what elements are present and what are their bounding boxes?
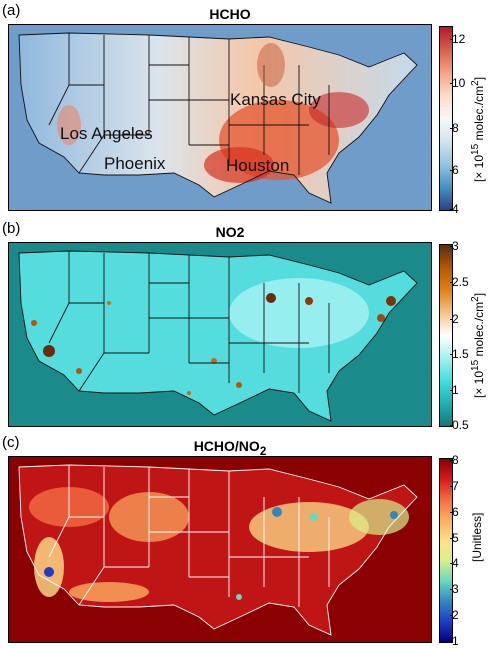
colorbar bbox=[439, 26, 453, 211]
colorbar-ticks: 3 2.5 2 1.5 1 0.5 bbox=[450, 239, 482, 432]
panel-no2: (b) NO2 bbox=[0, 218, 500, 432]
panel-title: HCHO/NO2 bbox=[193, 438, 267, 458]
tick-label: 3 bbox=[450, 238, 459, 253]
tick-label: 8 bbox=[450, 120, 459, 135]
city-label-phoenix: Phoenix bbox=[104, 154, 166, 173]
panel-label: (c) bbox=[2, 434, 20, 451]
colorbar-ticks: 12 10 8 6 4 bbox=[449, 26, 482, 216]
ratio-patches bbox=[29, 487, 409, 602]
tick-label: 2 bbox=[450, 312, 459, 327]
tick-label: 4 bbox=[450, 556, 459, 571]
city-label-houston: Houston bbox=[226, 156, 290, 175]
panel-ratio: (c) HCHO/NO2 bbox=[0, 432, 500, 648]
state-borders bbox=[18, 32, 418, 204]
state-borders bbox=[18, 464, 418, 636]
panel-hcho: (a) HCHO Kansas City bbox=[0, 0, 500, 216]
tick-label: 6 bbox=[450, 163, 459, 178]
tick-label: 5 bbox=[450, 530, 459, 545]
colorbar-ticks: 8 7 6 5 4 3 2 1 bbox=[450, 453, 482, 648]
hotspot-california bbox=[57, 105, 81, 145]
tick-label: 7 bbox=[450, 478, 459, 493]
ratio-map-svg bbox=[9, 457, 431, 642]
colorbar-unit: [× 1015 molec./cm2] bbox=[470, 292, 486, 398]
tick-label: 6 bbox=[450, 504, 459, 519]
tick-label: 12 bbox=[449, 31, 466, 46]
panel-title: NO2 bbox=[215, 224, 245, 240]
city-label-los-angeles: Los Angeles bbox=[60, 124, 153, 143]
colorbar-unit: [Unitless] bbox=[470, 512, 484, 562]
ratio-map bbox=[8, 456, 432, 643]
panel-label: (b) bbox=[2, 220, 21, 237]
panel-label: (a) bbox=[2, 2, 21, 19]
tick-label: 0.5 bbox=[450, 418, 469, 433]
tick-label: 1 bbox=[450, 383, 459, 398]
colorbar-unit: [× 1015 molec./cm2] bbox=[470, 76, 486, 182]
tick-label: 1.5 bbox=[450, 346, 469, 361]
no2-map bbox=[8, 242, 432, 427]
hotspot-east bbox=[309, 92, 369, 128]
tick-label: 1 bbox=[450, 634, 459, 648]
tick-label: 2 bbox=[450, 608, 459, 623]
colorbar bbox=[439, 458, 453, 643]
hcho-map-svg bbox=[9, 25, 431, 210]
tick-label: 3 bbox=[450, 582, 459, 597]
state-borders bbox=[18, 250, 418, 422]
city-label-kansas-city: Kansas City bbox=[230, 90, 321, 109]
tick-label: 10 bbox=[449, 76, 466, 91]
hotspot-texas bbox=[204, 147, 274, 183]
tick-label: 8 bbox=[450, 452, 459, 467]
tick-label: 4 bbox=[450, 202, 459, 217]
hcho-map bbox=[8, 24, 432, 211]
panel-title: HCHO bbox=[209, 6, 251, 22]
emission-hotspots bbox=[31, 293, 396, 395]
great-lakes-region bbox=[257, 43, 285, 87]
colorbar bbox=[439, 244, 453, 427]
no2-map-svg bbox=[9, 243, 431, 426]
tick-label: 2.5 bbox=[450, 275, 469, 290]
